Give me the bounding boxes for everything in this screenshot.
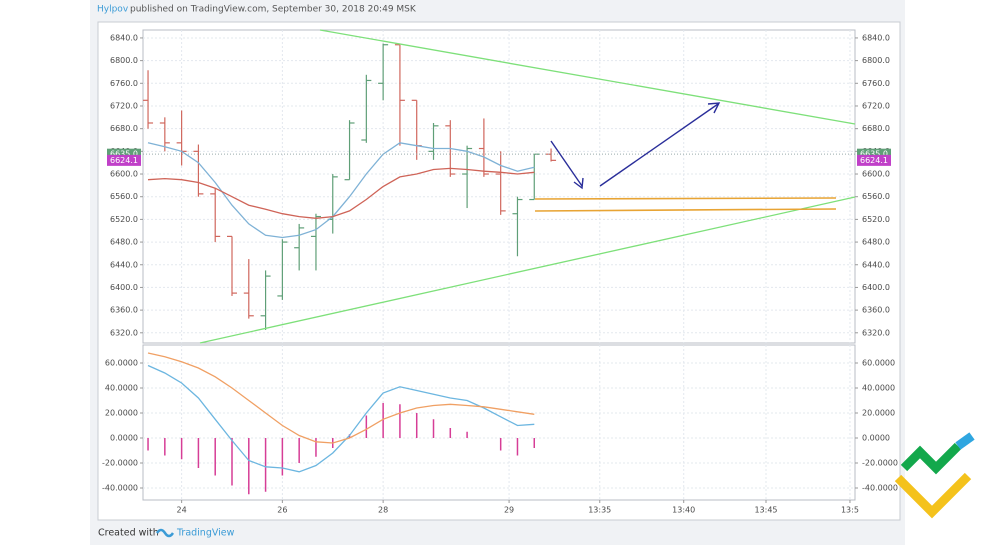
y-tick-label: 6520.0 [862,215,890,224]
arrow [550,140,583,187]
y-tick-label: -40.0000 [862,484,898,493]
y-tick-label: 0.0000 [110,434,138,443]
x-tick-label: 29 [504,506,514,515]
price-tag-label: 6635.0 [860,150,888,159]
y-tick-label: 6680.0 [110,124,138,133]
pane-border [142,344,856,501]
y-tick-label: 6840.0 [110,33,138,42]
y-tick-label: 6760.0 [110,79,138,88]
y-tick-label: 20.0000 [862,409,895,418]
header-text: published on TradingView.com, September … [130,5,417,15]
x-tick-label: 26 [277,506,287,515]
y-tick-label: 6560.0 [110,192,138,201]
y-tick-label: 60.0000 [105,359,138,368]
y-tick-label: 40.0000 [862,384,895,393]
level-line [534,208,837,212]
y-tick-label: 40.0000 [105,384,138,393]
arrow [599,103,719,187]
y-tick-label: 6440.0 [110,260,138,269]
series-line [147,352,535,444]
y-tick-label: 6840.0 [862,33,890,42]
arrowhead [573,177,584,190]
price-tag-label: 6635.0 [110,150,138,159]
pane-border [142,29,856,344]
y-tick-label: 6560.0 [862,192,890,201]
y-tick-label: 6800.0 [862,56,890,65]
y-tick-label: -20.0000 [862,459,898,468]
y-tick-label: 6720.0 [110,101,138,110]
price-tag [107,148,141,160]
level-line [534,197,837,200]
author[interactable]: Hylpov [97,5,129,15]
arrowhead [707,102,721,114]
y-tick-label: 6400.0 [862,283,890,292]
y-tick-label: 6680.0 [862,124,890,133]
price-tag [107,154,141,166]
price-tag-label: 6624.1 [860,156,888,165]
series-line [147,142,535,239]
footer-text: Created with [98,528,159,539]
y-tick-label: 6800.0 [110,56,138,65]
y-tick-label: 6320.0 [862,328,890,337]
x-tick-label: 13:40 [672,506,695,515]
price-tag-label: 6624.1 [110,156,138,165]
y-tick-label: 6320.0 [110,328,138,337]
y-tick-label: 6480.0 [110,238,138,247]
logo [894,432,975,519]
y-tick-label: 0.0000 [862,434,890,443]
y-tick-label: 6760.0 [862,79,890,88]
y-tick-label: 6720.0 [862,101,890,110]
y-tick-label: 60.0000 [862,359,895,368]
chart-frame [97,21,901,521]
x-tick-label: 13:5 [841,506,859,515]
y-tick-label: 6600.0 [110,170,138,179]
footer-brand[interactable]: TradingView [176,528,235,539]
trend-line [319,29,856,125]
x-tick-label: 13:45 [754,506,777,515]
price-tag [857,154,891,166]
y-tick-label: 6600.0 [862,170,890,179]
y-tick-label: 6400.0 [110,283,138,292]
x-tick-label: 13:35 [588,506,611,515]
x-tick-label: 28 [378,506,388,515]
y-tick-label: -20.0000 [102,459,138,468]
trend-line [199,196,856,344]
series-line [147,167,535,219]
y-tick-label: 6360.0 [862,306,890,315]
price-tag [857,148,891,160]
x-tick-label: 24 [177,506,187,515]
y-tick-label: 6360.0 [110,306,138,315]
y-tick-label: 20.0000 [105,409,138,418]
y-tick-label: 6440.0 [862,260,890,269]
y-tick-label: 6480.0 [862,238,890,247]
y-tick-label: 6520.0 [110,215,138,224]
brand-icon [155,528,175,538]
series-line [147,364,535,473]
y-tick-label: -40.0000 [102,484,138,493]
